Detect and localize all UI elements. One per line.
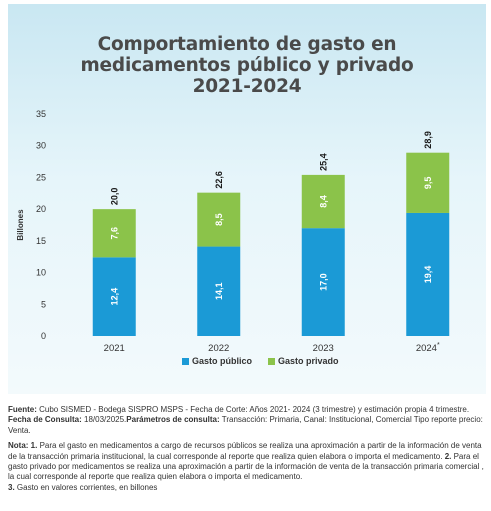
bar-privado [301,174,345,229]
title-line: 2021-2024 [192,76,302,97]
bar-publico [406,212,450,336]
y-tick-label: 15 [36,236,46,246]
bar-publico [197,246,241,336]
x-tick-label: 2021 [104,343,125,354]
y-tick-label: 30 [36,141,46,151]
legend-swatch [182,358,189,365]
legend-label: Gasto público [192,356,253,366]
y-tick-label: 35 [36,109,46,119]
title-line: medicamentos público y privado [80,55,414,76]
chart-title: Comportamiento de gasto en medicamentos … [8,34,486,97]
source-note: Fuente: Cubo SISMED - Bodega SISPRO MSPS… [8,405,483,435]
x-tick-label: 2023 [313,343,334,354]
bar-privado [197,192,241,247]
bar-value-label: 9,5 [423,177,433,190]
y-tick-label: 20 [36,204,46,214]
bar-publico [92,257,136,336]
total-label: 25,4 [318,153,328,171]
y-tick-label: 10 [36,268,46,278]
y-tick-label: 25 [36,172,46,182]
total-label: 20,0 [109,188,119,206]
legend-swatch [268,358,275,365]
x-tick-label: 2022 [208,343,229,354]
bar-privado [92,209,136,258]
bar-value-label: 8,4 [318,195,328,208]
bar-publico [301,228,345,336]
x-tick-label: 2024* [416,342,440,354]
chart-notes: Fuente: Cubo SISMED - Bodega SISPRO MSPS… [8,405,486,498]
y-axis-label: Billones [16,209,25,241]
y-tick-label: 5 [41,299,46,309]
bar-value-label: 17,0 [318,273,328,291]
bar-value-label: 8,5 [214,213,224,226]
total-label: 28,9 [423,131,433,149]
method-note: Nota: 1. Para el gasto en medicamentos a… [8,441,484,492]
bar-chart: Billones 0 5 10 15 20 25 30 35 12,4 7,6 20,0 2021 14,… [16,109,450,366]
bar-value-label: 19,4 [423,266,433,284]
bar-privado [406,152,450,213]
legend-label: Gasto privado [278,356,339,366]
bar-value-label: 14,1 [214,283,224,301]
bar-value-label: 7,6 [109,227,119,240]
total-label: 22,6 [214,171,224,189]
bar-value-label: 12,4 [109,288,119,306]
title-line: Comportamiento de gasto en [97,34,397,55]
y-tick-label: 0 [41,331,46,341]
